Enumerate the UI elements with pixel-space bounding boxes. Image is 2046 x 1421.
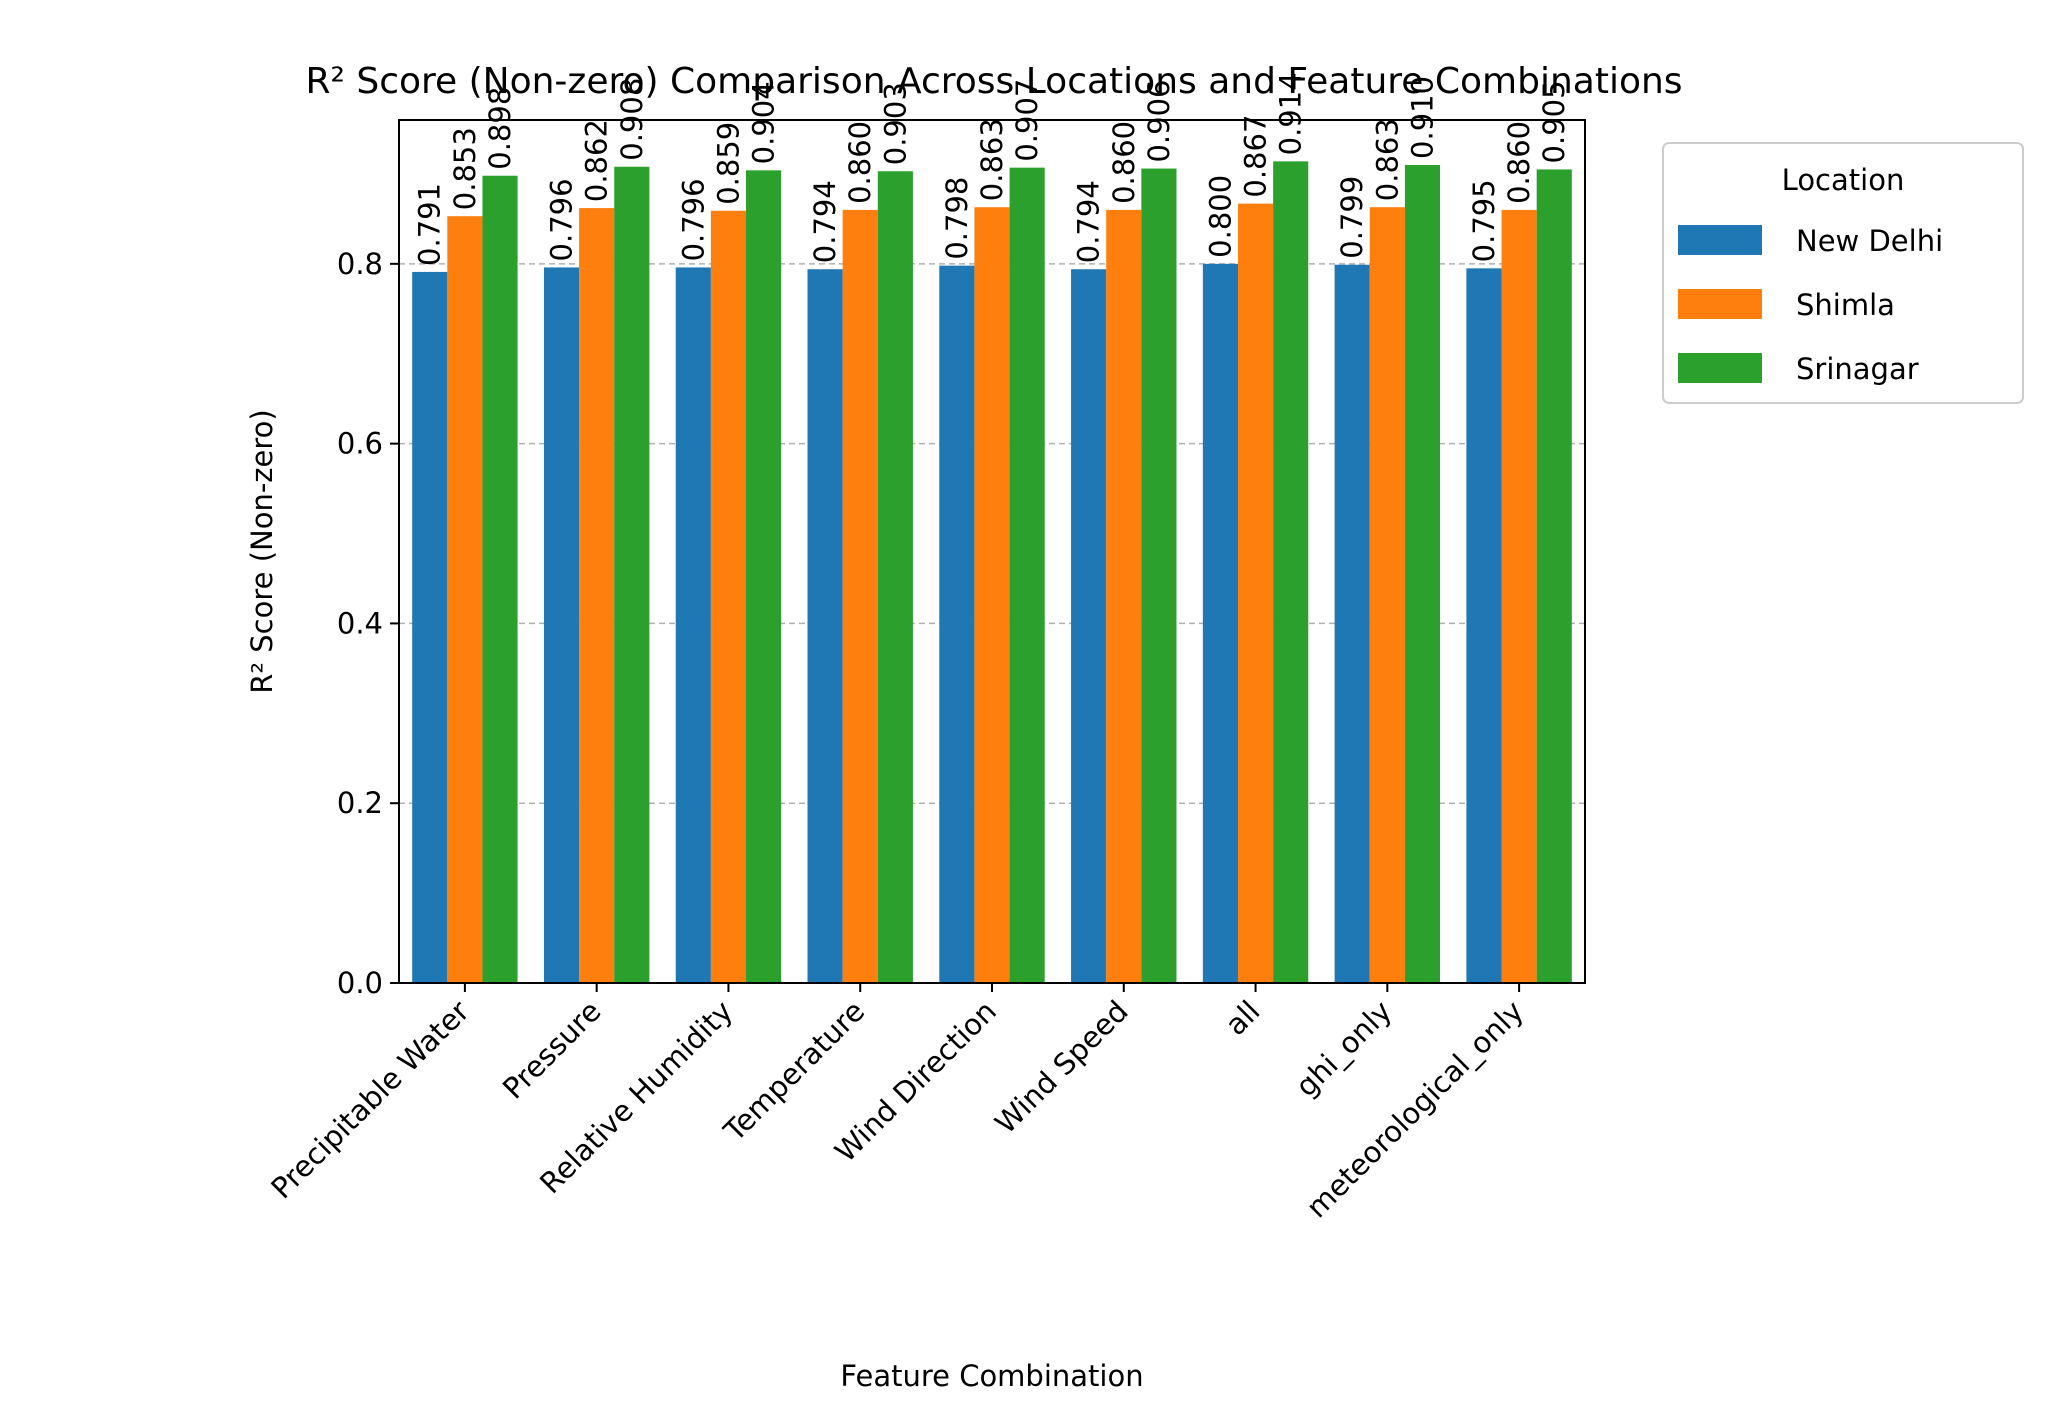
y-tick-label: 0.4 xyxy=(337,606,383,640)
data-label: 0.794 xyxy=(1072,180,1106,263)
bar xyxy=(1106,209,1142,984)
legend-swatch xyxy=(1678,289,1762,319)
data-label: 0.799 xyxy=(1335,176,1369,259)
data-label: 0.860 xyxy=(1502,121,1536,204)
bar xyxy=(710,210,747,983)
data-label: 0.796 xyxy=(545,178,579,261)
x-tick-label: all xyxy=(1218,994,1266,1042)
data-label: 0.867 xyxy=(1239,115,1273,198)
data-label: 0.860 xyxy=(843,121,877,204)
x-tick-label: Precipitable Water xyxy=(264,994,475,1205)
y-tick-label: 0.6 xyxy=(337,427,383,461)
bar xyxy=(614,166,650,983)
legend-box xyxy=(1662,142,2024,404)
data-label: 0.863 xyxy=(975,118,1009,201)
bar xyxy=(1141,168,1177,983)
bar xyxy=(1404,164,1441,983)
legend-label: Shimla xyxy=(1796,288,1895,322)
x-tick-label: Pressure xyxy=(496,994,608,1106)
legend-label: Srinagar xyxy=(1796,352,1919,386)
bar xyxy=(1009,167,1045,984)
bar xyxy=(675,267,711,983)
bars xyxy=(412,161,1572,984)
data-label: 0.903 xyxy=(878,82,912,165)
data-label: 0.905 xyxy=(1537,80,1571,163)
y-tick-label: 0.8 xyxy=(337,247,383,281)
bar xyxy=(1369,207,1405,983)
y-tick-label: 0.0 xyxy=(337,966,383,1000)
bar xyxy=(974,207,1010,983)
y-tick-label: 0.2 xyxy=(337,786,383,820)
y-axis-label: R² Score (Non-zero) xyxy=(245,409,279,693)
bar xyxy=(1466,268,1502,983)
data-label: 0.853 xyxy=(448,127,482,210)
legend-title: Location xyxy=(1782,163,1905,197)
data-label: 0.898 xyxy=(483,87,517,170)
bar xyxy=(579,208,615,984)
legend-swatch xyxy=(1678,225,1762,255)
bar xyxy=(807,269,843,984)
x-tick-label: meteorological_only xyxy=(1300,994,1530,1224)
bar xyxy=(1202,263,1238,983)
data-label: 0.910 xyxy=(1405,76,1439,159)
data-label: 0.798 xyxy=(940,177,974,260)
legend-items: New Delhi Shimla Srinagar xyxy=(1678,224,1943,386)
data-label: 0.791 xyxy=(413,183,447,266)
data-label: 0.906 xyxy=(1142,80,1176,163)
y-axis-ticks: 0.0 0.2 0.4 0.6 0.8 xyxy=(337,247,399,1000)
bar xyxy=(1071,269,1107,984)
legend: Location New Delhi Shimla Srinagar xyxy=(1662,142,2024,404)
bar xyxy=(1273,161,1309,984)
data-label: 0.862 xyxy=(580,119,614,202)
bar xyxy=(412,271,448,983)
data-label: 0.904 xyxy=(747,81,781,164)
data-label: 0.796 xyxy=(676,178,710,261)
data-label: 0.860 xyxy=(1107,121,1141,204)
data-label: 0.859 xyxy=(711,122,745,205)
bar xyxy=(447,216,483,983)
x-tick-label: Wind Speed xyxy=(988,994,1134,1140)
bar xyxy=(746,170,782,983)
data-label: 0.863 xyxy=(1370,118,1404,201)
data-label: 0.794 xyxy=(808,180,842,263)
chart-title: R² Score (Non-zero) Comparison Across Lo… xyxy=(305,61,1682,102)
bar xyxy=(1334,264,1370,983)
data-label: 0.800 xyxy=(1203,175,1237,258)
bar xyxy=(482,175,518,983)
data-label: 0.795 xyxy=(1467,179,1501,262)
bar xyxy=(1501,209,1537,984)
bar xyxy=(939,265,975,984)
legend-swatch xyxy=(1678,353,1762,383)
bar xyxy=(543,267,580,983)
bar xyxy=(1536,169,1572,984)
bar xyxy=(877,171,913,984)
bar xyxy=(1237,203,1274,983)
data-labels: 0.791 0.796 0.796 0.794 0.798 0.794 0.800 0.799… xyxy=(413,72,1572,266)
legend-label: New Delhi xyxy=(1796,224,1943,258)
bar xyxy=(842,209,878,984)
data-label: 0.914 xyxy=(1274,72,1308,155)
x-tick-label: ghi_only xyxy=(1289,994,1398,1103)
x-axis-label: Feature Combination xyxy=(840,1359,1143,1393)
